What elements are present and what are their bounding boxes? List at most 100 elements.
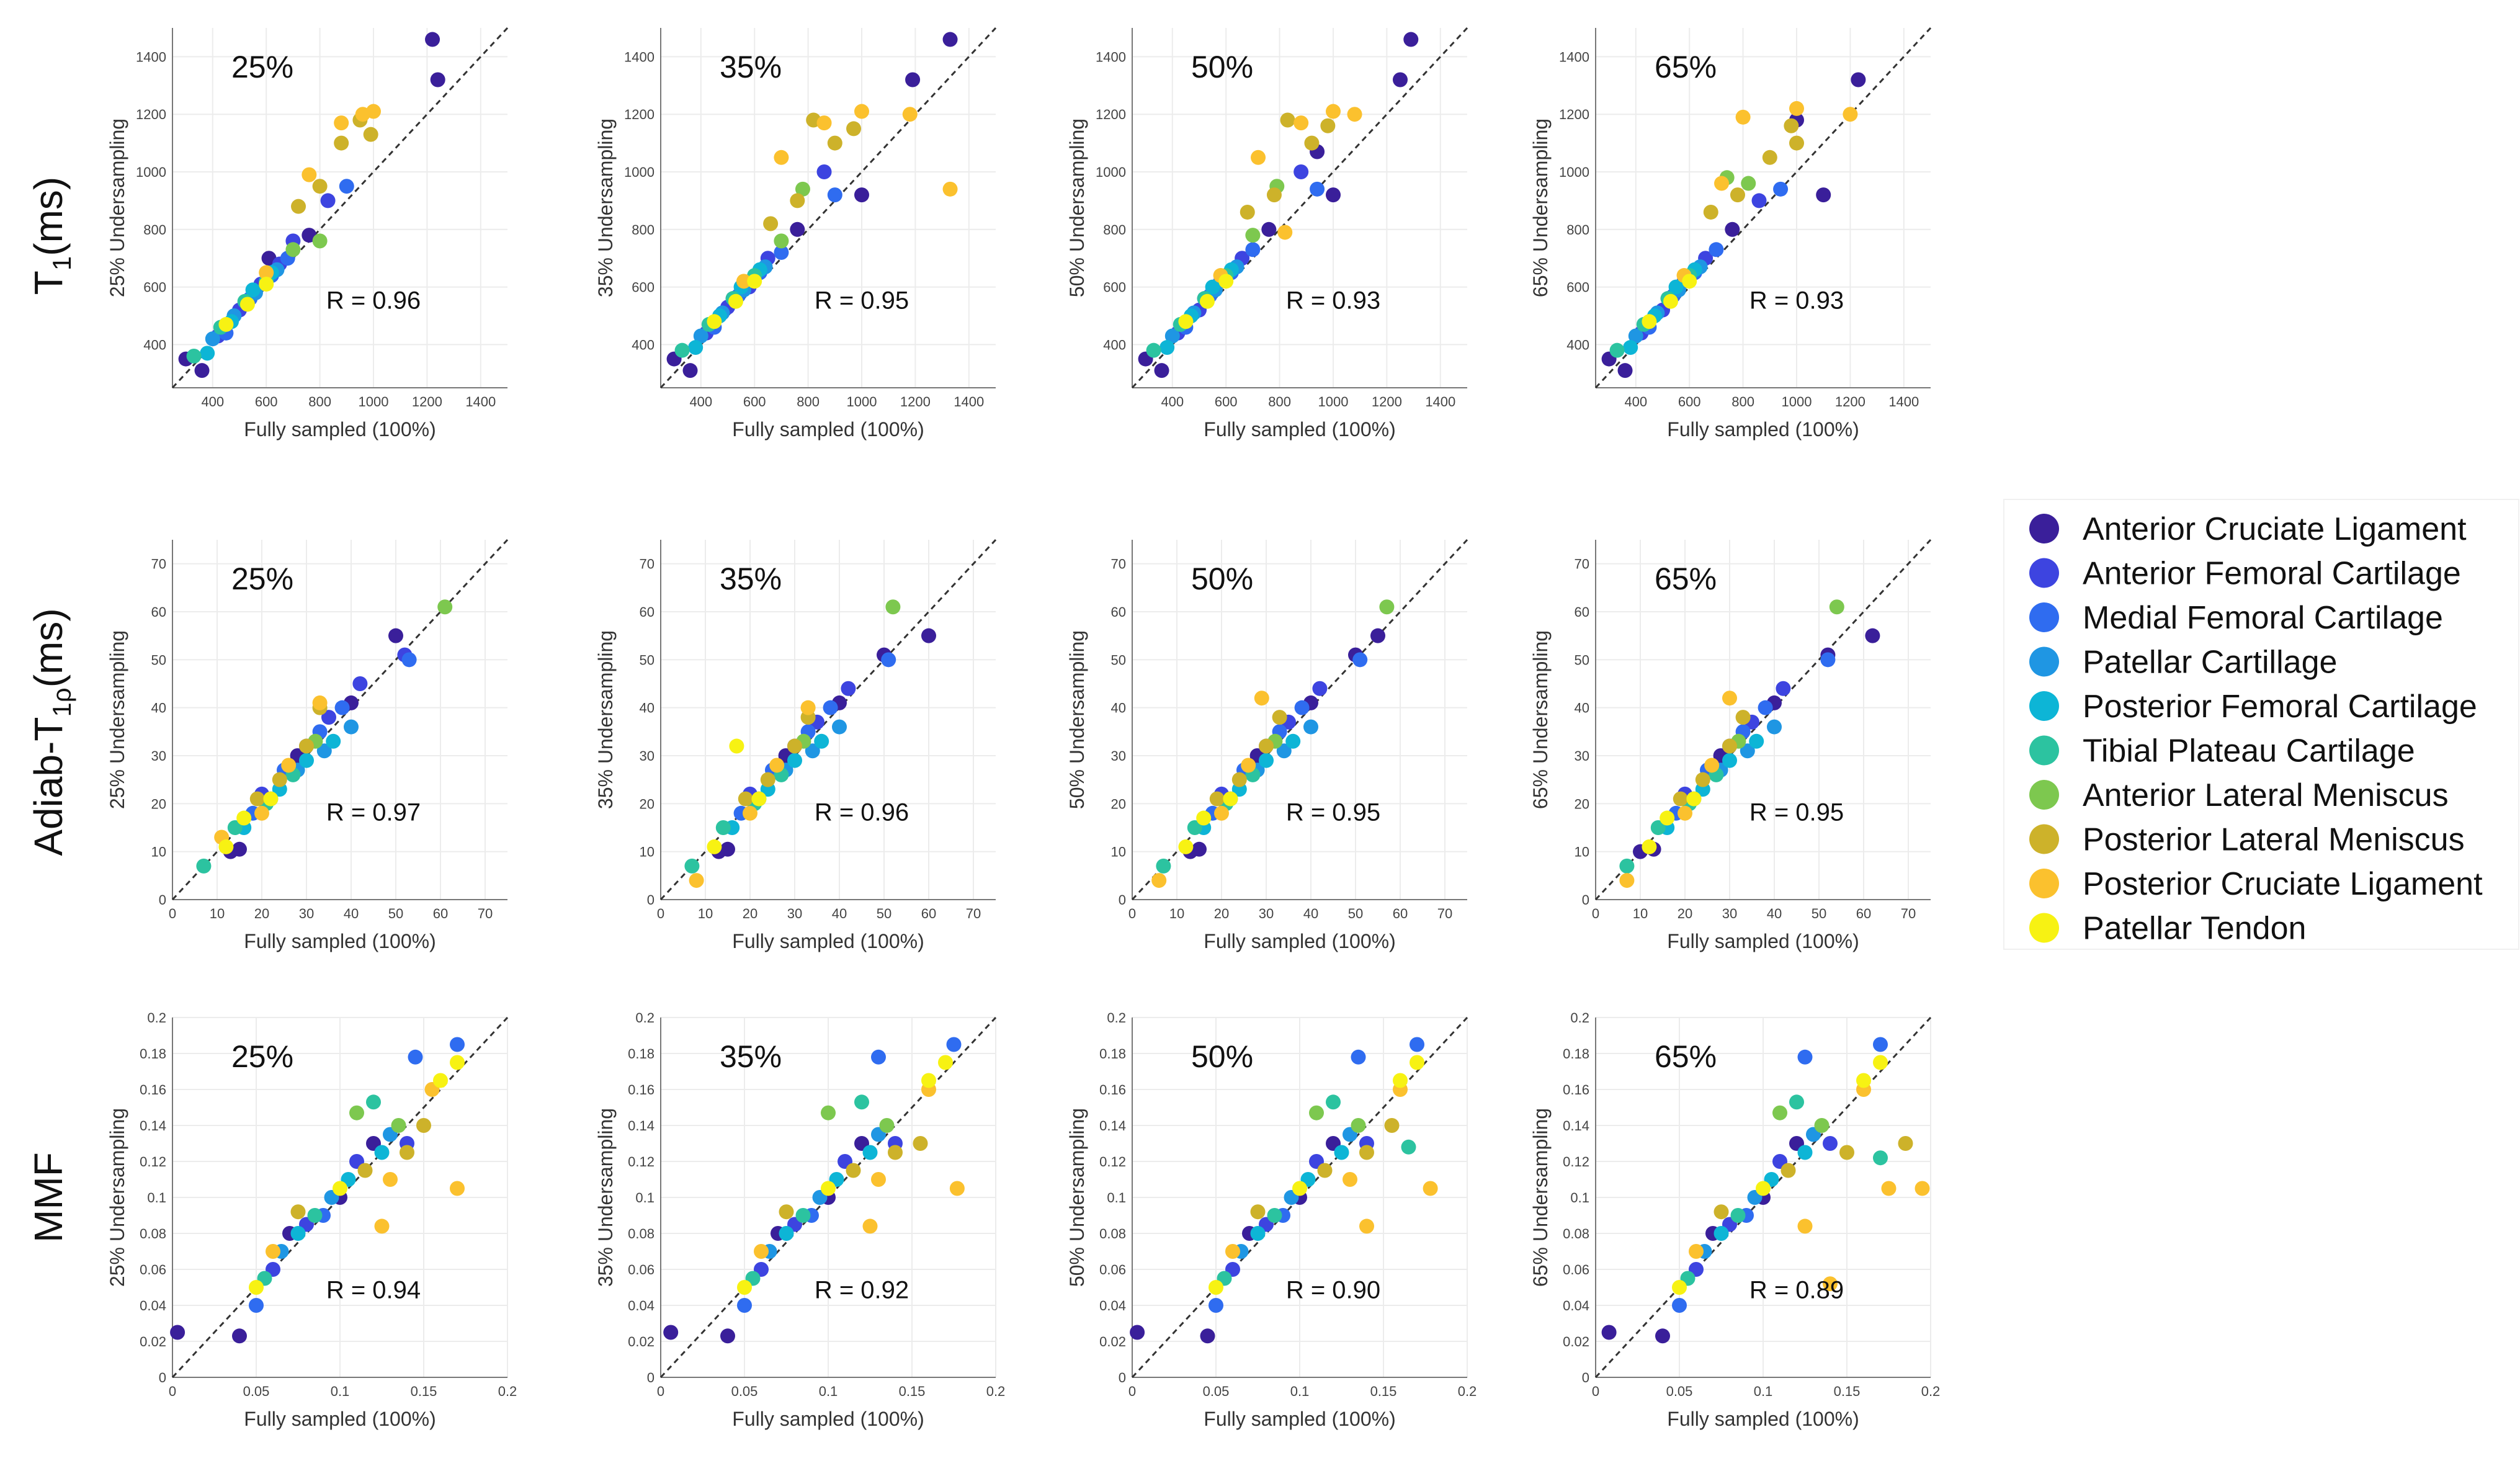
x-tick-label: 1200 <box>900 394 931 409</box>
x-tick-label: 1000 <box>1782 394 1812 409</box>
data-point <box>205 331 220 347</box>
data-point <box>1310 181 1325 197</box>
data-point <box>366 1094 381 1110</box>
x-tick-label: 50 <box>388 906 403 921</box>
data-point <box>790 193 805 208</box>
y-tick-label: 20 <box>151 796 166 812</box>
data-point <box>1797 1219 1813 1234</box>
data-point <box>763 216 779 231</box>
data-point <box>879 1118 895 1133</box>
data-point <box>862 1219 878 1234</box>
y-tick-label: 0.1 <box>147 1190 166 1205</box>
data-point <box>312 233 328 249</box>
scatter-panel: 400 600 800 1000 1200 1400 400 600 800 1000 1200 14… <box>594 27 997 441</box>
y-tick-label: 0.2 <box>635 1010 655 1026</box>
y-tick-label: 70 <box>151 557 166 572</box>
data-point <box>1187 820 1202 835</box>
y-tick-label: 60 <box>1575 604 1589 620</box>
x-tick-label: 0.2 <box>498 1384 517 1399</box>
data-point <box>272 772 287 787</box>
data-point <box>693 328 708 344</box>
data-point <box>1178 314 1194 329</box>
data-point <box>688 340 704 356</box>
data-point <box>841 681 856 696</box>
data-point <box>1359 1145 1374 1160</box>
data-point <box>787 753 802 768</box>
correlation-label: R = 0.95 <box>815 287 909 314</box>
data-point <box>1276 743 1292 759</box>
data-point <box>1776 681 1791 696</box>
data-point <box>663 1325 679 1340</box>
y-tick-label: 0.12 <box>140 1154 166 1170</box>
identity-line <box>659 1016 997 1379</box>
data-point <box>743 805 757 821</box>
x-tick-label: 0.05 <box>1203 1384 1230 1399</box>
y-tick-label: 40 <box>1111 700 1126 716</box>
data-point <box>1192 841 1207 857</box>
legend-item: Tibial Plateau Cartilage <box>2029 733 2415 769</box>
x-tick-label: 1400 <box>1888 394 1919 409</box>
data-point <box>1294 164 1309 179</box>
x-tick-label: 800 <box>1731 394 1754 409</box>
y-tick-label: 0.08 <box>1099 1226 1126 1241</box>
x-tick-label: 0.15 <box>1370 1384 1397 1399</box>
data-point <box>249 791 265 807</box>
data-point <box>285 242 301 257</box>
y-tick-label: 50 <box>151 652 166 668</box>
x-axis-label: Fully sampled (100%) <box>1667 930 1859 952</box>
x-tick-label: 10 <box>210 906 225 921</box>
y-tick-label: 1200 <box>624 107 655 122</box>
y-tick-label: 1400 <box>1559 49 1589 65</box>
y-axis-label: 35% Undersampling <box>594 1108 617 1287</box>
undersampling-rate-label: 65% <box>1655 1039 1717 1074</box>
legend-item: Medial Femoral Cartilage <box>2029 600 2443 636</box>
data-point <box>1619 873 1635 888</box>
data-point <box>774 150 789 165</box>
data-point <box>1303 719 1318 735</box>
data-point <box>689 873 704 888</box>
y-tick-label: 20 <box>640 796 655 812</box>
correlation-label: R = 0.93 <box>1286 287 1380 314</box>
data-point <box>751 791 767 807</box>
y-tick-label: 0.12 <box>1099 1154 1126 1170</box>
y-tick-label: 0.04 <box>1563 1298 1589 1313</box>
data-point <box>738 791 753 807</box>
undersampling-rate-label: 25% <box>231 1039 293 1074</box>
data-point <box>790 221 805 237</box>
scatter-panel: 0 0.05 0.1 0.15 0.2 0 0.02 0.04 0.06 0.08 0.1 0.12 0… <box>594 1010 1005 1430</box>
data-point <box>942 32 958 47</box>
data-point <box>1403 32 1419 47</box>
data-point <box>1735 109 1751 125</box>
y-tick-label: 1000 <box>1559 164 1589 180</box>
data-point <box>1797 1049 1813 1065</box>
x-tick-label: 0 <box>1592 1384 1599 1399</box>
data-point <box>921 1073 936 1088</box>
x-tick-label: 0.15 <box>899 1384 926 1399</box>
data-point <box>450 1181 465 1196</box>
data-point <box>1709 242 1724 257</box>
data-point <box>254 805 269 821</box>
x-tick-label: 1400 <box>465 394 496 409</box>
x-tick-label: 400 <box>201 394 224 409</box>
data-point <box>769 758 785 773</box>
y-tick-label: 0 <box>159 1370 166 1385</box>
x-tick-label: 1000 <box>847 394 877 409</box>
y-tick-label: 400 <box>1103 337 1126 352</box>
data-point <box>1672 1280 1687 1295</box>
x-tick-label: 400 <box>1161 394 1184 409</box>
x-tick-label: 1000 <box>359 394 389 409</box>
data-point <box>366 104 381 119</box>
data-point <box>450 1037 465 1052</box>
y-axis-label: 25% Undersampling <box>106 1108 128 1287</box>
data-point <box>871 1172 886 1187</box>
data-point <box>1267 1208 1282 1223</box>
scatter-panel: 0 10 20 30 40 50 60 70 0 10 20 30 40 50 60 70 25% R = 0.9… <box>106 539 509 952</box>
correlation-label: R = 0.94 <box>326 1276 421 1304</box>
y-tick-label: 0.08 <box>1563 1226 1589 1241</box>
data-point <box>263 791 279 807</box>
data-point <box>312 179 328 194</box>
data-point <box>266 1244 280 1259</box>
y-axis-label: 65% Undersampling <box>1529 119 1552 297</box>
undersampling-rate-label: 35% <box>720 1039 782 1074</box>
data-point <box>1130 1325 1145 1340</box>
